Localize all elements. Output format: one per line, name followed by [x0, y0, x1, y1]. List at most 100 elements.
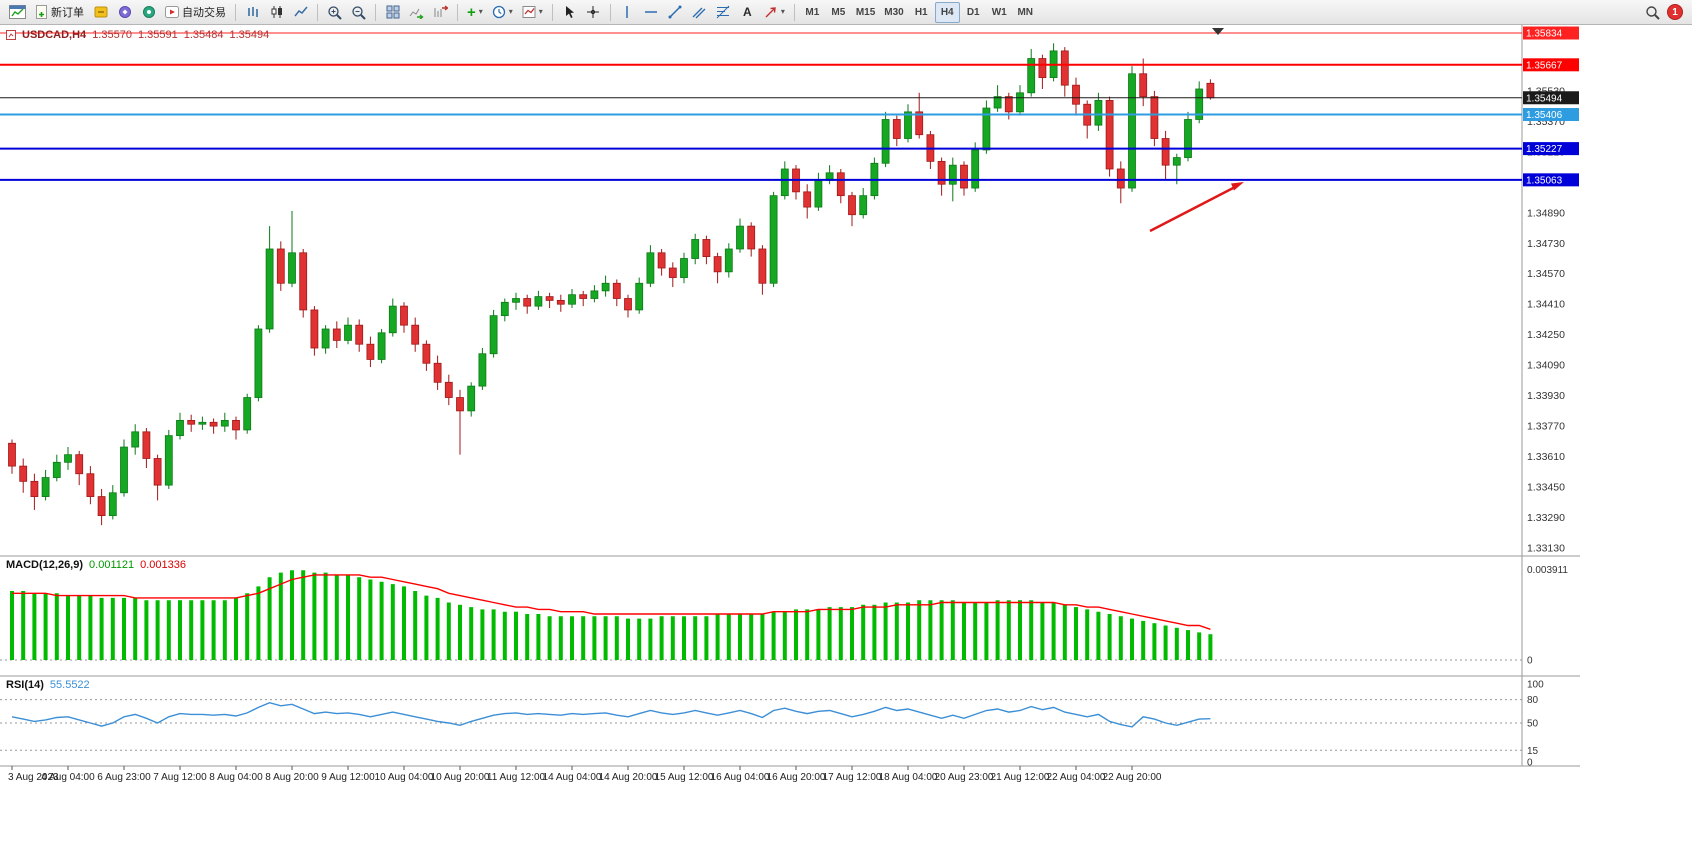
timeframe-h1-button[interactable]: H1 [909, 2, 934, 23]
price-badge [1523, 173, 1579, 187]
rsi-axis[interactable]: 100 80 50 150 [1527, 680, 1544, 769]
horizontal-line-icon [645, 11, 658, 13]
svg-text:1.33610: 1.33610 [1527, 451, 1565, 463]
symbol-label: USDCAD,H4 [22, 29, 87, 41]
toolbar: 新订单 自动交易 + ▾ ▾ [0, 0, 1692, 25]
fibonacci-tool-button[interactable] [712, 2, 735, 23]
vertical-line-tool-button[interactable] [616, 2, 639, 23]
timeframe-m5-button[interactable]: M5 [826, 2, 851, 23]
notification-badge[interactable]: 1 [1667, 4, 1683, 20]
timeframe-m1-button[interactable]: M1 [800, 2, 825, 23]
line-chart-button[interactable] [289, 2, 312, 23]
rsi-title: RSI(14) [6, 679, 44, 691]
toolbar-separator [235, 3, 236, 21]
chart-shift-button[interactable] [429, 2, 452, 23]
trend-arrow[interactable] [1149, 182, 1244, 233]
zoom-in-button[interactable] [323, 2, 346, 23]
market-watch-icon [118, 6, 131, 18]
trendline-tool-button[interactable] [664, 2, 687, 23]
channel-tool-button[interactable] [688, 2, 711, 23]
new-chart-button[interactable] [5, 2, 30, 23]
svg-text:8 Aug 20:00: 8 Aug 20:00 [265, 772, 319, 783]
svg-text:80: 80 [1527, 695, 1539, 706]
timeframe-w1-button[interactable]: W1 [987, 2, 1012, 23]
price-badge [1523, 108, 1579, 122]
market-watch-button[interactable] [113, 2, 136, 23]
toolbar-separator [317, 3, 318, 21]
price-badge [1523, 26, 1579, 40]
timeframe-h4-button[interactable]: H4 [934, 1, 960, 23]
toolbar-separator [793, 3, 795, 21]
zoom-out-button[interactable] [347, 2, 370, 23]
new-order-button[interactable]: 新订单 [31, 2, 88, 23]
cursor-tool-button[interactable] [558, 2, 581, 23]
metaeditor-button[interactable] [89, 2, 112, 23]
chart-shift-marker[interactable] [1212, 28, 1224, 35]
svg-text:15 Aug 12:00: 15 Aug 12:00 [655, 772, 714, 783]
indicators-button[interactable]: + ▾ [463, 2, 487, 23]
svg-text:18 Aug 04:00: 18 Aug 04:00 [879, 772, 938, 783]
svg-text:1.34410: 1.34410 [1527, 299, 1565, 311]
svg-text:1.33930: 1.33930 [1527, 390, 1565, 402]
bar-chart-button[interactable] [241, 2, 264, 23]
rsi-indicator-label: RSI(14) 55.5522 [6, 679, 90, 691]
price-axis[interactable]: 1.355301.353701.352101.350501.348901.347… [1527, 85, 1565, 554]
text-tool-button[interactable]: A [736, 2, 759, 23]
navigator-icon [142, 6, 155, 18]
price-badge [1523, 142, 1579, 156]
new-order-icon [36, 5, 47, 19]
template-icon [522, 6, 536, 18]
svg-text:1.33290: 1.33290 [1527, 512, 1565, 524]
toolbar-separator [457, 3, 458, 21]
chart-canvas[interactable]: 1.355301.353701.352101.350501.348901.347… [0, 25, 1692, 855]
autotrading-button[interactable]: 自动交易 [161, 2, 230, 23]
svg-text:20 Aug 23:00: 20 Aug 23:00 [935, 772, 994, 783]
timeframe-d1-button[interactable]: D1 [961, 2, 986, 23]
quote-high: 1.35591 [137, 29, 178, 41]
svg-text:22 Aug 04:00: 22 Aug 04:00 [1047, 772, 1106, 783]
svg-text:6 Aug 23:00: 6 Aug 23:00 [97, 772, 151, 783]
rsi-value: 55.5522 [49, 679, 90, 691]
svg-text:1.35227: 1.35227 [1526, 144, 1563, 155]
auto-scroll-icon [409, 8, 424, 19]
svg-text:0: 0 [1527, 656, 1533, 667]
crosshair-tool-button[interactable] [582, 2, 605, 23]
svg-text:1.35667: 1.35667 [1526, 60, 1563, 71]
svg-text:50: 50 [1527, 719, 1539, 730]
svg-text:1.35063: 1.35063 [1526, 175, 1563, 186]
price-badge [1523, 91, 1579, 105]
search-button[interactable] [1641, 2, 1664, 23]
chart-region[interactable]: 1.355301.353701.352101.350501.348901.347… [0, 25, 1692, 855]
rsi-line [11, 701, 1211, 728]
svg-text:9 Aug 12:00: 9 Aug 12:00 [321, 772, 375, 783]
timeframe-m30-button[interactable]: M30 [880, 2, 907, 23]
timeframe-m15-button[interactable]: M15 [852, 2, 879, 23]
macd-histogram [10, 570, 1213, 660]
clock-icon [492, 5, 505, 19]
svg-text:0: 0 [1527, 758, 1533, 769]
svg-text:0.003911: 0.003911 [1527, 565, 1568, 576]
horizontal-line-tool-button[interactable] [640, 2, 663, 23]
svg-text:11 Aug 12:00: 11 Aug 12:00 [487, 772, 546, 783]
notification-count: 1 [1672, 6, 1678, 18]
auto-scroll-button[interactable] [405, 2, 428, 23]
svg-text:1.33130: 1.33130 [1527, 543, 1565, 555]
macd-indicator-label: MACD(12,26,9) 0.001121 0.001336 [6, 559, 186, 571]
fibonacci-icon [716, 5, 730, 19]
svg-text:15: 15 [1527, 746, 1539, 757]
chart-shift-icon [434, 5, 448, 17]
periods-button[interactable]: ▾ [488, 2, 517, 23]
autotrading-label: 自动交易 [182, 7, 226, 19]
timeframe-mn-button[interactable]: MN [1013, 2, 1038, 23]
svg-text:1.34890: 1.34890 [1527, 207, 1565, 219]
candlestick-chart-button[interactable] [265, 2, 288, 23]
macd-signal-line [12, 574, 1211, 630]
tile-windows-button[interactable] [381, 2, 404, 23]
templates-button[interactable]: ▾ [518, 2, 547, 23]
quote-close: 1.35494 [229, 29, 270, 41]
navigator-button[interactable] [137, 2, 160, 23]
arrows-tool-button[interactable]: ▾ [760, 2, 789, 23]
cursor-icon [565, 6, 574, 18]
svg-text:14 Aug 20:00: 14 Aug 20:00 [599, 772, 658, 783]
